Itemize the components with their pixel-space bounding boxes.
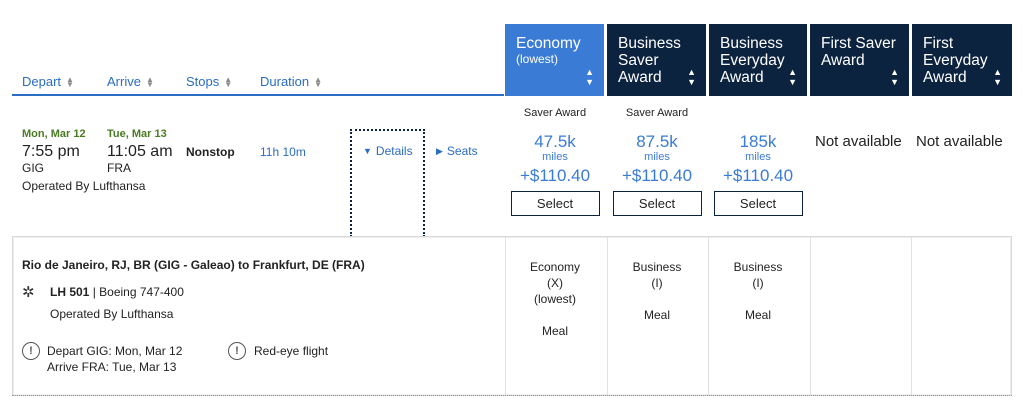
flight-info-separator: | bbox=[89, 285, 100, 299]
sort-header bbox=[12, 0, 504, 96]
flight-number: LH 501 bbox=[50, 285, 90, 299]
fare-header-name: First Everyday Award bbox=[923, 35, 988, 86]
fare-taxes: +$110.40 bbox=[722, 166, 794, 185]
select-business-everyday-button[interactable]: Select bbox=[713, 191, 803, 216]
chevron-down-icon: ▲ ▼ bbox=[890, 67, 899, 87]
cabin-info-business-saver: Business (I) Meal bbox=[607, 259, 707, 323]
select-economy-button[interactable]: Select bbox=[510, 191, 600, 216]
fare-cell-economy: Saver Award 47.5k miles +$110.40 Select bbox=[505, 107, 605, 216]
fare-cell-business-everyday: 185k miles +$110.40 Select bbox=[708, 107, 808, 216]
sort-duration[interactable]: Duration ▲ ▼ bbox=[260, 74, 322, 89]
first-saver-not-available: Not available bbox=[815, 133, 902, 150]
duration-value: 11h 10m bbox=[260, 145, 306, 159]
sort-arrows-icon: ▲ ▼ bbox=[66, 74, 74, 89]
chevron-down-icon: ▲ ▼ bbox=[788, 67, 797, 87]
panel-divider bbox=[708, 237, 709, 395]
fare-miles: 185k bbox=[739, 132, 777, 151]
fare-header-name: Business Saver Award bbox=[618, 35, 681, 86]
fare-type-label bbox=[708, 107, 808, 121]
cabin-info-business-everyday: Business (I) Meal bbox=[708, 259, 808, 323]
sort-arrows-icon: ▲ ▼ bbox=[224, 74, 233, 89]
cabin-name: Economy bbox=[529, 260, 581, 274]
cabin-name: Business bbox=[733, 260, 783, 274]
flight-details-panel bbox=[12, 236, 1012, 396]
redeye-note: Red-eye flight bbox=[254, 344, 329, 358]
arrive-note: Arrive FRA: Tue, Mar 13 bbox=[47, 360, 177, 374]
chevron-down-icon: ▲ ▼ bbox=[585, 67, 594, 87]
cabin-name: Business bbox=[632, 260, 682, 274]
aircraft-type: Boeing 747-400 bbox=[99, 285, 184, 299]
fare-miles: 47.5k bbox=[534, 132, 576, 151]
seats-link[interactable]: ▶ Seats bbox=[436, 144, 478, 158]
cabin-code: (I) bbox=[752, 276, 764, 290]
chevron-down-icon: ▲ ▼ bbox=[687, 67, 696, 87]
info-icon: ! bbox=[22, 342, 40, 360]
meal-label: Meal bbox=[744, 308, 771, 322]
seats-label: Seats bbox=[446, 144, 478, 158]
info-icon: ! bbox=[228, 342, 246, 360]
route-title: Rio de Janeiro, RJ, BR (GIG - Galeao) to… bbox=[22, 258, 365, 272]
panel-divider bbox=[607, 237, 608, 395]
cabin-info-economy: Economy (X) (lowest) Meal bbox=[505, 259, 605, 339]
cabin-code: (X) bbox=[547, 276, 563, 290]
cabin-extra: (lowest) bbox=[533, 292, 576, 306]
fare-header-sub: (lowest) bbox=[516, 52, 559, 66]
fare-header-name: First Saver Award bbox=[821, 35, 896, 69]
fare-type-label: Saver Award bbox=[523, 107, 587, 119]
triangle-down-icon: ▼ bbox=[363, 146, 372, 156]
sort-duration-label: Duration bbox=[260, 74, 310, 89]
operated-by: Operated By Lufthansa bbox=[22, 179, 146, 193]
arrive-date: Tue, Mar 13 bbox=[107, 128, 167, 140]
depart-date: Mon, Mar 12 bbox=[22, 128, 86, 140]
panel-bottom-border bbox=[12, 395, 1012, 398]
cabin-code: (I) bbox=[651, 276, 663, 290]
fare-header-name: Economy bbox=[516, 35, 581, 52]
sort-arrive[interactable]: Arrive ▲ ▼ bbox=[107, 74, 154, 89]
first-everyday-not-available: Not available bbox=[916, 133, 1003, 150]
sort-arrive-label: Arrive bbox=[107, 74, 141, 89]
depart-time: 7:55 pm bbox=[22, 143, 80, 160]
sort-stops[interactable]: Stops ▲ ▼ bbox=[186, 74, 232, 89]
flight-info-line: LH 501 | Boeing 747-400 bbox=[50, 285, 184, 299]
meal-label: Meal bbox=[541, 324, 568, 338]
arrive-time: 11:05 am bbox=[107, 143, 173, 160]
fare-taxes: +$110.40 bbox=[621, 166, 693, 185]
fare-header-name: Business Everyday Award bbox=[720, 35, 785, 86]
meal-label: Meal bbox=[643, 308, 670, 322]
fare-miles-unit: miles bbox=[745, 151, 771, 163]
sort-depart[interactable]: Depart ▲ ▼ bbox=[22, 74, 74, 89]
depart-arrive-note: Depart GIG: Mon, Mar 12 Arrive FRA: Tue,… bbox=[47, 343, 182, 375]
fare-miles-unit: miles bbox=[542, 151, 568, 163]
fare-header-business-everyday[interactable]: Business Everyday Award ▲ ▼ bbox=[709, 24, 807, 96]
fare-header-economy[interactable]: Economy (lowest) ▲ ▼ bbox=[505, 24, 604, 96]
fare-header-first-saver[interactable]: First Saver Award ▲ ▼ bbox=[810, 24, 909, 96]
fare-miles: 87.5k bbox=[636, 132, 678, 151]
sort-arrows-icon: ▲ ▼ bbox=[145, 74, 154, 89]
fare-miles-unit: miles bbox=[644, 151, 670, 163]
triangle-right-icon: ▶ bbox=[436, 145, 443, 156]
fare-taxes: +$110.40 bbox=[519, 166, 591, 185]
details-focus-outline bbox=[350, 129, 425, 237]
sort-depart-label: Depart bbox=[22, 74, 62, 89]
fare-header-business-saver[interactable]: Business Saver Award ▲ ▼ bbox=[607, 24, 706, 96]
select-business-saver-button[interactable]: Select bbox=[612, 191, 702, 216]
details-toggle[interactable]: ▼ Details bbox=[363, 144, 413, 158]
depart-note: Depart GIG: Mon, Mar 12 bbox=[47, 344, 183, 358]
sort-arrows-icon: ▲ ▼ bbox=[314, 74, 323, 89]
arrive-code: FRA bbox=[107, 161, 131, 175]
fare-cell-business-saver: Saver Award 87.5k miles +$110.40 Select bbox=[607, 107, 707, 216]
details-label: Details bbox=[375, 144, 413, 158]
details-operated-by: Operated By Lufthansa bbox=[50, 307, 174, 321]
panel-divider bbox=[810, 237, 811, 395]
panel-divider bbox=[911, 237, 912, 395]
panel-divider bbox=[505, 237, 506, 395]
star-alliance-icon: ✲ bbox=[22, 284, 35, 301]
chevron-down-icon: ▲ ▼ bbox=[993, 67, 1002, 87]
fare-header-first-everyday[interactable]: First Everyday Award ▲ ▼ bbox=[912, 24, 1012, 96]
stops-value: Nonstop bbox=[186, 145, 235, 159]
sort-stops-label: Stops bbox=[186, 74, 220, 89]
fare-type-label: Saver Award bbox=[625, 107, 689, 119]
depart-code: GIG bbox=[22, 161, 45, 175]
